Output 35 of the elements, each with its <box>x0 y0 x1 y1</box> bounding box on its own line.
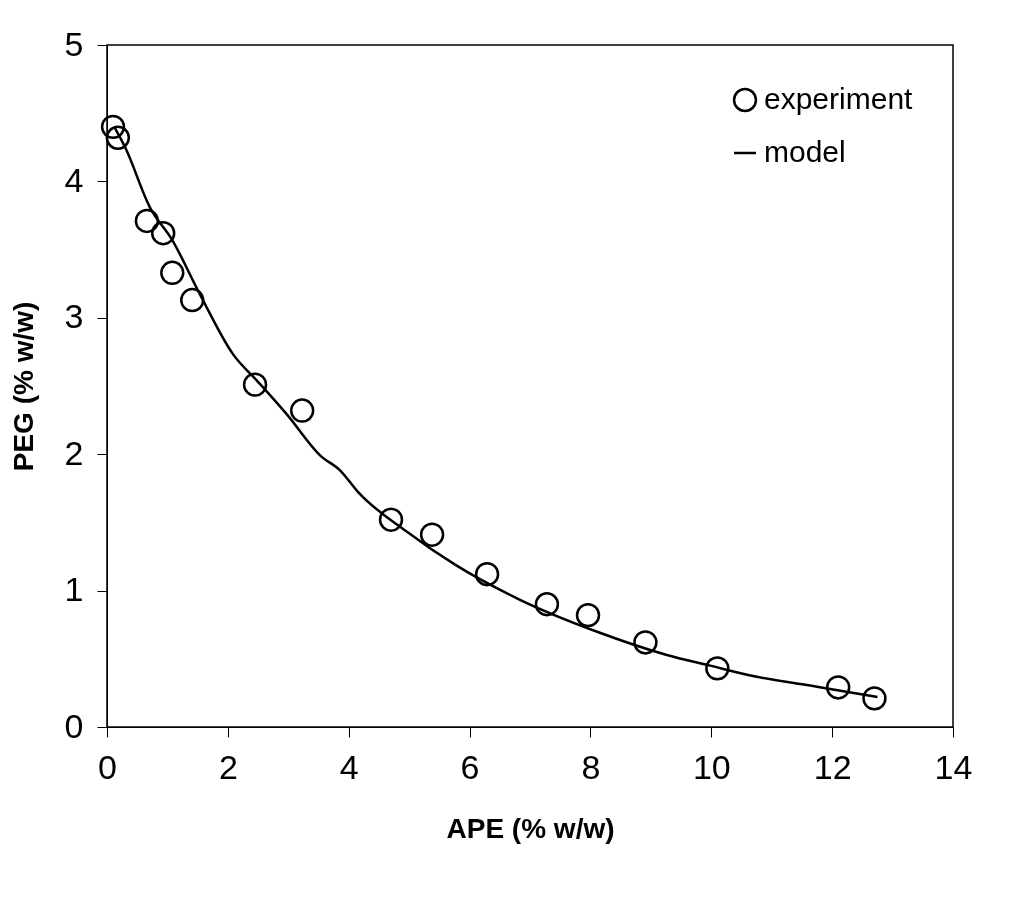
point <box>862 686 887 711</box>
y-tick-label: 2 <box>64 433 84 472</box>
x-tick-label: 12 <box>813 747 852 786</box>
x-tick-label: 0 <box>98 747 117 786</box>
y-tick-label: 3 <box>64 297 84 336</box>
point <box>378 507 404 532</box>
point <box>134 208 160 234</box>
point <box>242 372 268 397</box>
x-axis-title: APE (% w/w) <box>446 812 615 844</box>
point <box>534 592 560 617</box>
point <box>160 260 185 285</box>
x-tick-label: 14 <box>934 747 973 786</box>
point <box>575 602 601 628</box>
y-tick-label: 5 <box>64 24 84 63</box>
point <box>705 656 730 681</box>
x-tick-label: 4 <box>339 747 359 786</box>
x-tick-label: 6 <box>460 747 480 786</box>
point <box>474 562 500 587</box>
x-tick-label: 10 <box>692 747 731 786</box>
y-tick-label: 1 <box>64 570 84 609</box>
x-tick-label: 2 <box>218 747 238 786</box>
y-tick-label: 0 <box>64 706 84 745</box>
x-tick-label: 8 <box>581 747 601 786</box>
point <box>825 675 851 700</box>
y-tick-label: 4 <box>64 160 84 199</box>
point <box>289 398 315 423</box>
point <box>100 114 126 140</box>
legend-label: model <box>764 135 846 168</box>
point <box>105 125 131 150</box>
point <box>419 522 445 547</box>
point <box>633 630 658 655</box>
point <box>180 287 205 313</box>
point <box>150 221 176 246</box>
y-axis-title: PEG (% w/w) <box>7 301 39 472</box>
legend-label: experiment <box>764 82 914 115</box>
